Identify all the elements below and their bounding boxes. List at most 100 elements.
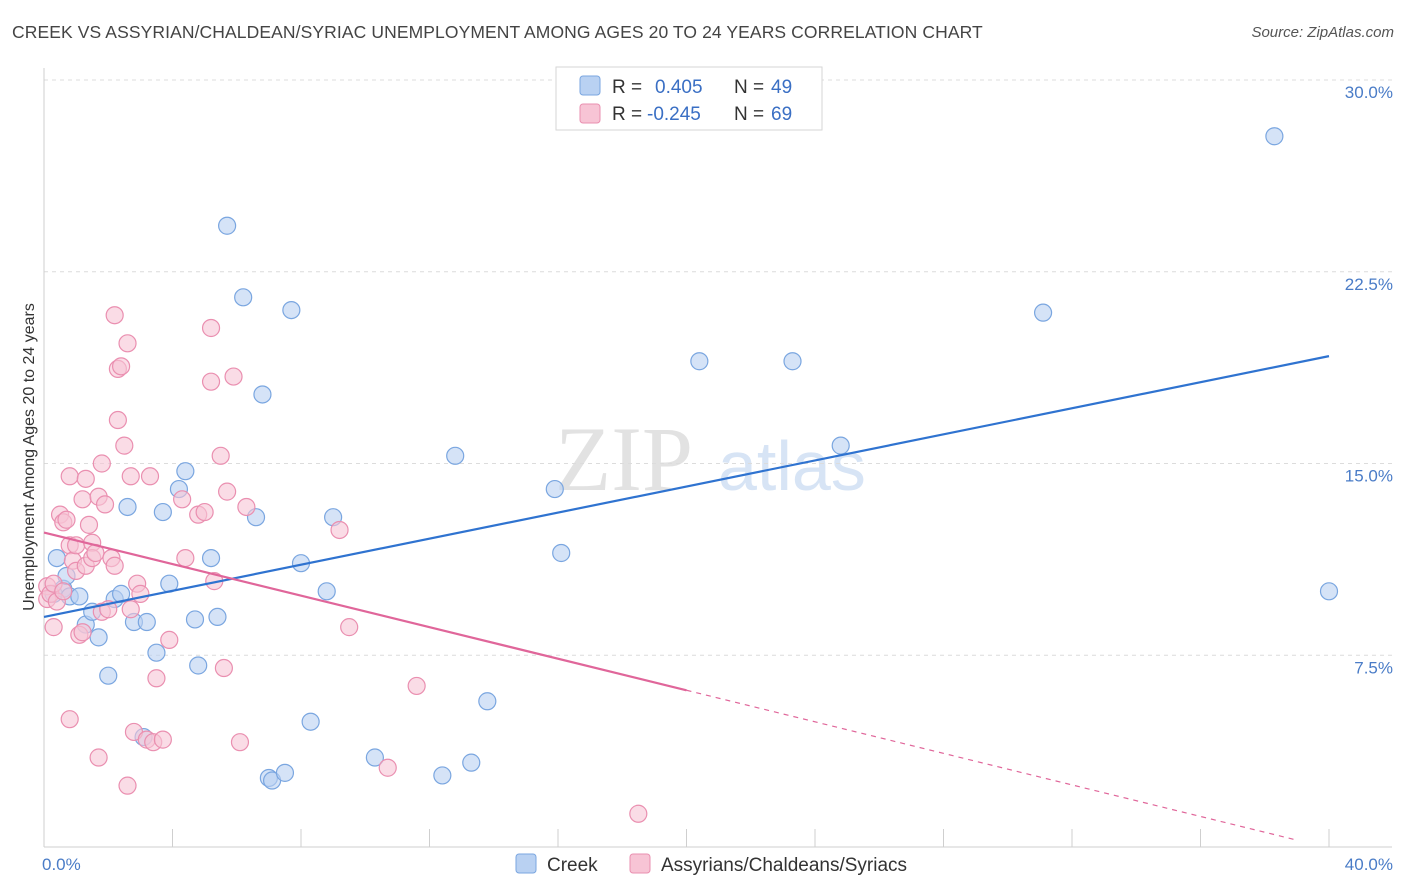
watermark-zip: ZIP [555,408,693,510]
y-axis-label: Unemployment Among Ages 20 to 24 years [21,303,38,611]
assyrian-point [340,618,359,637]
creek-point [137,612,156,632]
y-tick-label: 22.5% [1345,275,1393,294]
creek-point [47,548,66,568]
creek-point [365,748,384,767]
assyrian-point [111,357,131,376]
creek-point [253,385,272,404]
chart-title: CREEK VS ASSYRIAN/CHALDEAN/SYRIAC UNEMPL… [12,22,983,42]
assyrian-point [121,600,140,619]
assyrian-point [153,730,172,749]
assyrian-point [131,584,150,603]
creek-point [89,628,108,647]
bottom-legend-creek: Creek [547,855,598,876]
creek-point [70,587,89,606]
bottom-legend-assyrian: Assyrians/Chaldeans/Syriacs [661,855,907,876]
creek-point [301,712,320,731]
assyrian-point [115,436,134,455]
assyrian-point [76,469,95,488]
legend-r-value-creek: 0.405 [655,77,703,98]
creek-point [446,446,465,465]
creek-point [185,610,205,629]
creek-point [208,607,227,627]
assyrian-point [201,372,221,391]
axes [43,68,1392,848]
legend-r-label-assyrian: R = [612,104,642,125]
grid-lines [44,79,1392,656]
creek-point [275,763,295,782]
creek-point [282,301,301,320]
assyrian-point [211,446,230,465]
assyrian-point [60,710,79,729]
legend-swatch-assyrian [579,103,601,124]
assyrian-point [95,495,115,514]
creek-point [201,548,221,568]
creek-point [189,656,208,675]
legend-swatch-creek [579,75,601,96]
legend-n-label-creek: N = [734,77,764,98]
bottom-legend-swatch-assyrian [629,853,651,874]
assyrian-point [121,467,140,486]
creek-point [690,352,709,371]
assyrian-point [118,334,137,353]
y-tick-label: 30.0% [1345,83,1393,102]
assyrian-point [330,520,349,540]
bottom-legend-swatch-creek [515,853,537,874]
creek-point [433,766,452,785]
assyrian-point [140,467,160,486]
assyrian-point [108,410,127,430]
assyrian-point [147,669,166,688]
assyrian-trend-line-extension [686,689,1294,840]
assyrian-point [176,548,195,568]
assyrian-point [218,482,237,501]
assyrian-point [201,318,221,338]
creek-point [462,753,481,772]
creek-point [545,479,564,499]
assyrian-points [38,306,648,823]
stats-legend: R = 0.405 N = 49 R = -0.245 N = 69 [555,66,823,131]
assyrian-point [73,490,92,509]
assyrian-point [230,733,250,752]
legend-n-label-assyrian: N = [734,104,764,125]
creek-point [1319,582,1339,601]
creek-point [111,584,131,603]
assyrian-point [118,776,137,795]
source-credit: Source: ZipAtlas.com [1251,24,1394,41]
assyrian-point [378,758,397,777]
creek-point [1265,127,1284,146]
assyrian-point [57,510,76,529]
x-tick-label: 40.0% [1345,855,1393,874]
creek-point [176,462,195,481]
assyrian-point [173,490,192,509]
assyrian-trend-line [43,531,687,692]
y-tick-label: 7.5% [1354,658,1393,677]
assyrian-point [105,556,124,575]
creek-point [317,582,336,601]
assyrian-point [407,676,426,696]
legend-r-value-assyrian: -0.245 [647,104,701,125]
assyrian-point [60,467,79,486]
creek-point [99,666,118,685]
assyrian-point [224,367,243,386]
legend-n-value-assyrian: 69 [771,104,792,125]
assyrian-point [629,804,648,823]
creek-point [234,288,253,307]
assyrian-point [73,623,92,642]
creek-point [552,543,571,563]
y-tick-label: 15.0% [1345,467,1393,486]
assyrian-point [44,618,63,637]
assyrian-point [237,497,256,517]
assyrian-point [79,515,99,534]
assyrian-point [89,748,108,767]
series-legend: Creek Assyrians/Chaldeans/Syriacs [515,853,907,876]
x-tick-label: 0.0% [42,855,81,874]
trend-lines [43,355,1330,840]
legend-n-value-creek: 49 [771,77,792,98]
creek-point [218,216,237,235]
assyrian-point [214,658,233,678]
creek-point [783,352,802,371]
creek-point [1033,303,1053,322]
creek-point [147,643,166,662]
creek-point [153,502,172,522]
